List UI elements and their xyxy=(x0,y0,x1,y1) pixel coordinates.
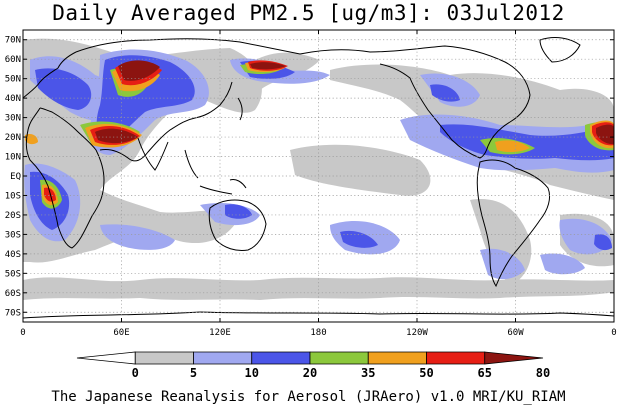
longitude-labels: 0 60E 120E 180 120W 60W 0 xyxy=(20,328,616,338)
lat-label: 70S xyxy=(5,308,21,318)
lat-label: 60S xyxy=(5,289,21,299)
colorbar-label: 10 xyxy=(245,366,259,380)
pm25-field-layer xyxy=(23,38,614,300)
lon-label: 60W xyxy=(507,328,524,338)
lat-label: 60N xyxy=(5,55,21,65)
lat-label: 40N xyxy=(5,94,21,104)
colorbar-label: 35 xyxy=(361,366,375,380)
colorbar-label: 50 xyxy=(419,366,433,380)
colorbar-label: 20 xyxy=(303,366,317,380)
lat-label: 70N xyxy=(5,36,21,46)
coastline-layer xyxy=(23,37,614,319)
colorbar-label: 80 xyxy=(536,366,550,380)
colorbar-segment xyxy=(193,351,253,365)
colorbar-label: 0 xyxy=(132,366,139,380)
credit-line: The Japanese Reanalysis for Aerosol (JRA… xyxy=(51,389,566,405)
lat-label: 30N xyxy=(5,114,21,124)
colorbar-segment xyxy=(367,351,427,365)
lon-label: 0 xyxy=(611,328,616,338)
lat-label: 50N xyxy=(5,75,21,85)
lon-label: 60E xyxy=(113,328,129,338)
colorbar-segment xyxy=(134,351,194,365)
lat-label: 50S xyxy=(5,269,21,279)
lon-label: 180 xyxy=(310,328,326,338)
colorbar-segment xyxy=(76,351,136,365)
colorbar-segment xyxy=(309,351,369,365)
lat-label: 20N xyxy=(5,133,21,143)
graticule xyxy=(23,30,614,322)
axis-ticks xyxy=(22,30,615,322)
lat-label: 20S xyxy=(5,211,21,221)
lon-label: 120E xyxy=(209,328,231,338)
colorbar-label: 5 xyxy=(190,366,197,380)
lat-label: 30S xyxy=(5,230,21,240)
map-title: Daily Averaged PM2.5 [ug/m3]: 03Jul2012 xyxy=(52,1,565,25)
lon-label: 0 xyxy=(20,328,25,338)
lat-label: 40S xyxy=(5,250,21,260)
colorbar-segment xyxy=(426,351,486,365)
lon-label: 120W xyxy=(406,328,428,338)
lat-label: EQ xyxy=(10,172,21,182)
lat-label: 10N xyxy=(5,153,21,163)
lat-label: 10S xyxy=(5,191,21,201)
colorbar-segment xyxy=(251,351,311,365)
latitude-labels: 70N 60N 50N 40N 30N 20N 10N EQ 10S 20S 30S 40S 50S 60… xyxy=(5,36,21,319)
colorbar-segment xyxy=(484,351,544,365)
colorbar: 0 5 10 20 35 50 65 80 xyxy=(76,351,550,380)
colorbar-label: 65 xyxy=(478,366,492,380)
